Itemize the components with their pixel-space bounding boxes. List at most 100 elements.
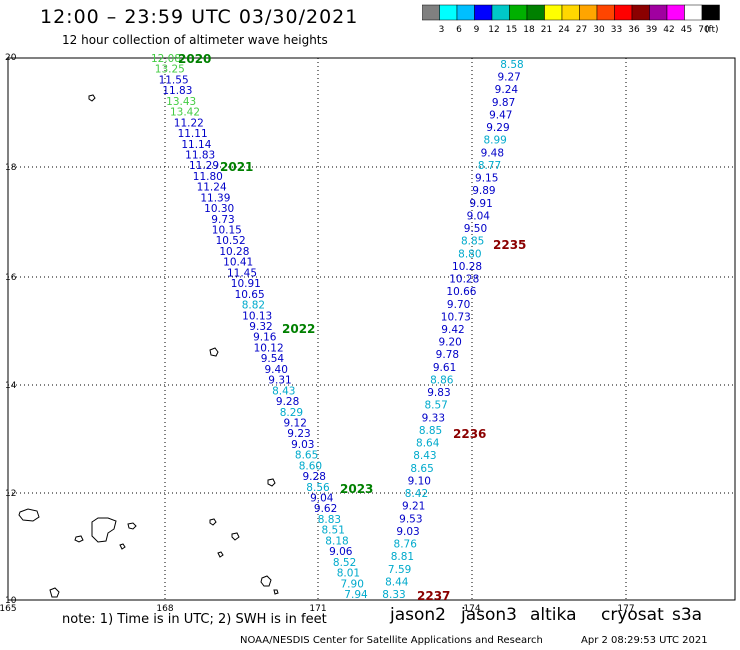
island-outline (217, 551, 224, 558)
footer-date: Apr 2 08:29:53 UTC 2021 (581, 635, 708, 646)
swh-value-west: 9.12 (284, 417, 307, 429)
legend-label: 24 (558, 25, 570, 35)
swh-value-east: 8.86 (430, 374, 454, 386)
swh-value-east: 9.91 (469, 198, 492, 210)
swh-value-east: 9.24 (495, 84, 519, 96)
swh-value-east: 8.85 (419, 425, 442, 437)
legend-label: 33 (611, 25, 622, 35)
swh-value-east: 8.58 (500, 59, 523, 71)
swh-value-east: 9.27 (497, 72, 520, 84)
swh-value-east: 8.33 (382, 589, 405, 601)
swh-value-east: 9.15 (475, 173, 498, 185)
legend-label: 3 (439, 25, 445, 35)
legend-label: 9 (474, 25, 480, 35)
swh-value-west: 8.43 (272, 385, 295, 397)
altimeter-tracks: 12.0813.2511.5511.8313.4313.4211.2211.11… (151, 53, 524, 601)
swh-value-west: 9.28 (276, 396, 299, 408)
swh-value-east: 9.87 (492, 97, 515, 109)
swh-value-west: 8.18 (325, 535, 348, 547)
legend-label: 18 (523, 25, 535, 35)
swh-value-west: 9.28 (303, 471, 326, 483)
swh-value-west: 8.29 (280, 407, 303, 419)
swh-value-east: 8.76 (394, 539, 418, 551)
island-outline (49, 587, 60, 598)
footer-note: note: 1) Time is in UTC; 2) SWH is in fe… (62, 612, 327, 627)
color-legend: 3 6 9 12 15 18 21 24 27 30 33 36 39 42 45 70(ft) (422, 4, 720, 35)
legend-label: 6 (456, 25, 462, 35)
swh-value-west: 11.80 (193, 171, 223, 183)
pass-label: 2021 (220, 160, 253, 174)
swh-value-west: 10.41 (223, 257, 253, 269)
legend-swatch (701, 4, 720, 21)
map-subtitle: 12 hour collection of altimeter wave hei… (62, 33, 328, 47)
island-outline (209, 518, 217, 526)
swh-value-west: 9.54 (261, 353, 285, 365)
swh-value-west: 9.62 (314, 503, 337, 515)
y-tick-label: 14 (5, 381, 17, 391)
swh-value-west: 9.23 (287, 428, 310, 440)
swh-value-west: 9.16 (253, 332, 277, 344)
swh-value-west: 10.13 (242, 310, 272, 322)
swh-value-west: 11.55 (159, 74, 189, 86)
swh-value-east: 10.28 (449, 274, 479, 286)
sat-altika: altika (530, 605, 577, 625)
swh-value-west: 8.83 (318, 514, 341, 526)
map-frame (7, 57, 736, 601)
swh-value-west: 8.56 (306, 482, 330, 494)
map-grid (7, 57, 736, 601)
sat-jason3: jason3 (461, 605, 517, 625)
swh-value-east: 9.50 (464, 223, 487, 235)
swh-value-west: 10.12 (254, 342, 284, 354)
island-outline (209, 347, 219, 357)
swh-value-west: 11.24 (197, 182, 227, 194)
x-tick-label: 174 (463, 604, 480, 614)
swh-value-east: 9.48 (481, 147, 504, 159)
swh-value-west: 11.39 (200, 192, 230, 204)
swh-value-east: 7.59 (388, 564, 411, 576)
island-outline (260, 575, 272, 587)
pass-label: 2023 (340, 482, 373, 496)
x-tick-label: 165 (0, 604, 17, 614)
swh-value-west: 8.60 (299, 460, 322, 472)
axis-ticks: 165 168 171 174 177 20 18 16 14 12 10 (0, 53, 635, 614)
island-outline (231, 532, 240, 541)
swh-value-west: 7.90 (341, 578, 364, 590)
pass-label: 2237 (417, 589, 450, 603)
sat-cryosat: cryosat (601, 605, 664, 625)
swh-value-west: 9.32 (249, 321, 272, 333)
swh-value-east: 9.03 (396, 526, 419, 538)
island-outline (273, 589, 279, 595)
swh-value-west: 9.31 (268, 375, 291, 387)
swh-value-west: 13.43 (166, 96, 196, 108)
swh-value-east: 9.20 (438, 337, 461, 349)
swh-value-west: 10.52 (216, 235, 246, 247)
footer-credit: NOAA/NESDIS Center for Satellite Applica… (240, 635, 543, 646)
sat-s3a: s3a (672, 605, 703, 625)
swh-value-west: 9.04 (310, 493, 334, 505)
swh-value-west: 9.03 (291, 439, 314, 451)
pass-labels: 2020 2021 2022 2023 2235 2236 2237 (178, 52, 526, 603)
legend-unit: (ft) (705, 25, 719, 35)
swh-value-east: 10.66 (446, 286, 476, 298)
x-tick-label: 177 (617, 604, 634, 614)
swh-value-east: 8.42 (405, 488, 428, 500)
swh-value-east: 8.80 (458, 248, 481, 260)
swh-value-west: 9.73 (211, 214, 234, 226)
swh-value-east: 8.57 (424, 400, 447, 412)
map-title: 12:00 – 23:59 UTC 03/30/2021 (40, 6, 359, 28)
swh-value-west: 10.30 (204, 203, 234, 215)
swh-value-east: 9.29 (486, 122, 509, 134)
island-outline (119, 543, 126, 550)
island-outline (88, 94, 96, 102)
swh-value-east: 10.73 (441, 311, 471, 323)
pass-label: 2020 (178, 52, 211, 66)
island-outline (91, 517, 117, 543)
swh-value-east: 9.10 (408, 475, 431, 487)
swh-value-east: 9.53 (399, 513, 422, 525)
legend-label: 15 (506, 25, 517, 35)
x-tick-label: 171 (309, 604, 326, 614)
legend-label: 12 (488, 25, 499, 35)
legend-label: 39 (646, 25, 658, 35)
swh-value-west: 8.52 (333, 557, 356, 569)
swh-value-east: 8.64 (416, 438, 440, 450)
